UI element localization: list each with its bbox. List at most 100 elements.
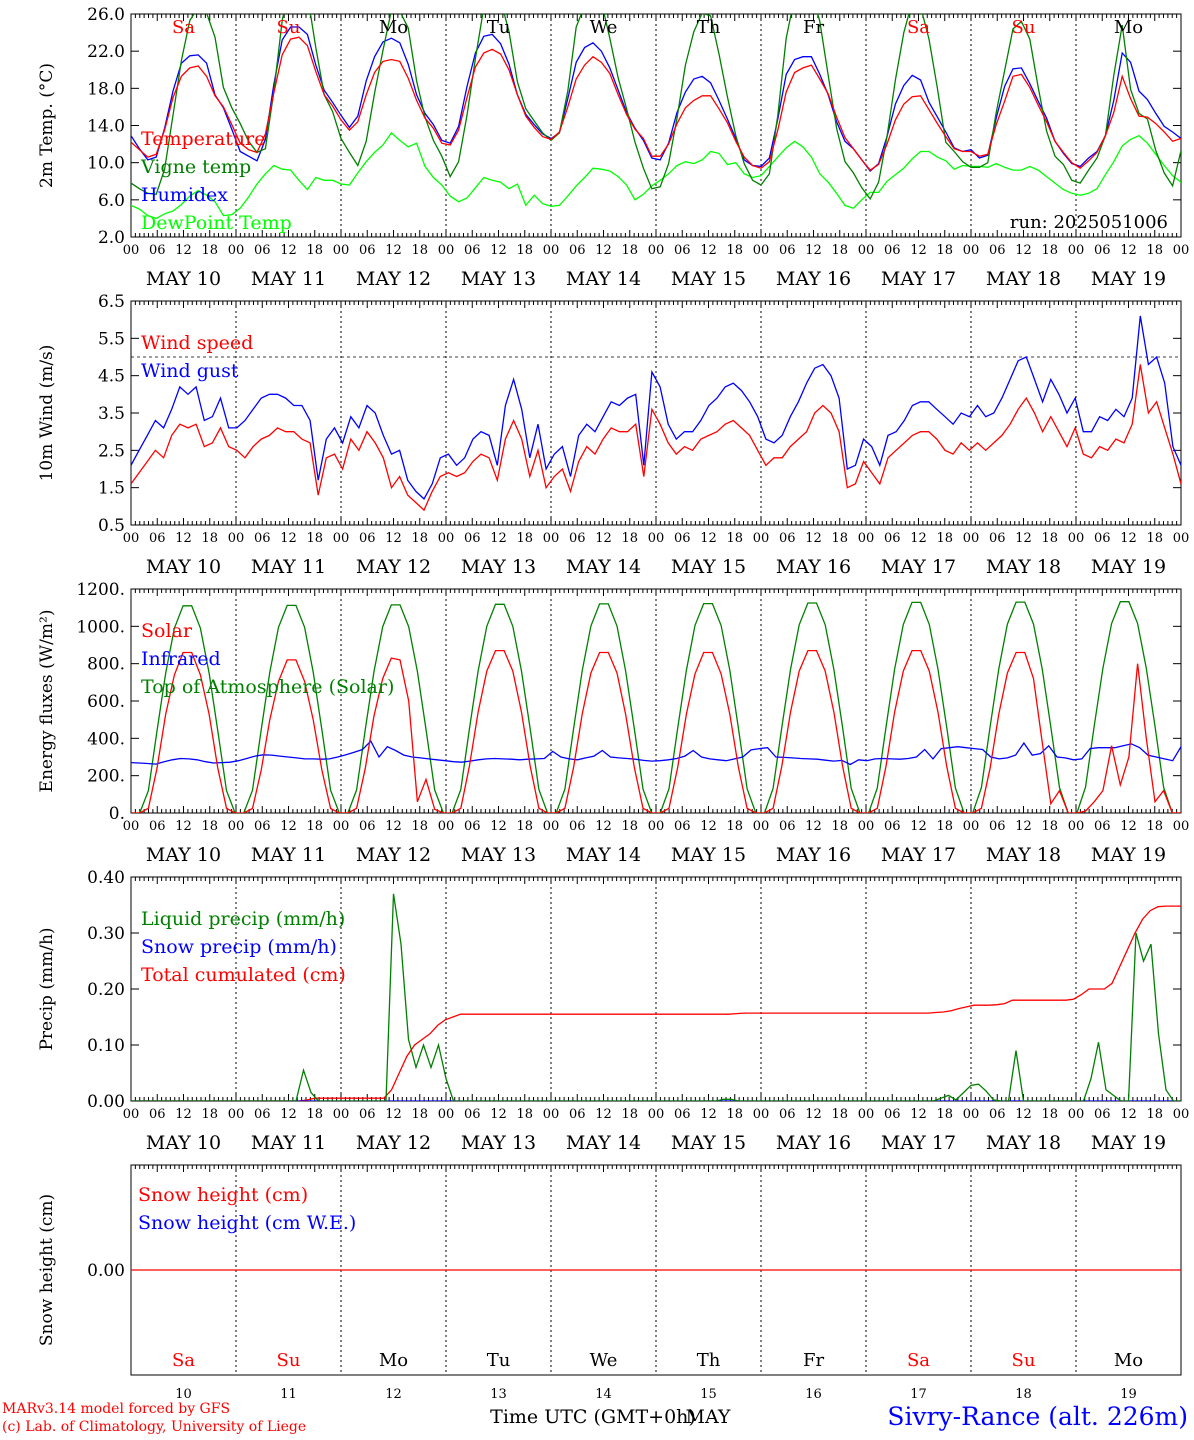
hour-label: 00: [123, 1107, 140, 1122]
weekday-label: Tu: [487, 1350, 511, 1371]
y-tick-label: 6.5: [98, 292, 125, 312]
date-label: MAY 19: [1091, 1132, 1166, 1154]
weekday-label: We: [590, 1350, 618, 1371]
date-label: MAY 18: [986, 556, 1061, 578]
hour-label: 12: [280, 819, 297, 834]
hour-label: 12: [1120, 243, 1137, 258]
date-label: MAY 16: [776, 268, 851, 290]
hour-label: 18: [1041, 819, 1058, 834]
hour-label: 00: [753, 819, 770, 834]
model-credit-line1: MARv3.14 model forced by GFS: [2, 1401, 231, 1417]
date-label: MAY 15: [671, 1132, 746, 1154]
date-label: MAY 18: [986, 1132, 1061, 1154]
date-label: MAY 10: [146, 1132, 221, 1154]
weekday-label: Mo: [379, 17, 408, 38]
hour-label: 06: [1094, 531, 1111, 546]
hour-label: 12: [385, 819, 402, 834]
weekday-label: Sa: [172, 1350, 195, 1371]
hour-label: 12: [700, 531, 717, 546]
date-label: MAY 11: [251, 1132, 326, 1154]
series-wind-gust: [131, 315, 1181, 500]
date-label: MAY 17: [881, 268, 956, 290]
hour-label: 18: [1041, 1107, 1058, 1122]
model-credit-line2: (c) Lab. of Climatology, University of L…: [2, 1419, 307, 1435]
hour-label: 00: [858, 243, 875, 258]
y-tick-label: 10.0: [87, 154, 125, 174]
legend-entry: Humidex: [141, 184, 228, 206]
hour-label: 00: [543, 1107, 560, 1122]
y-tick-label: 3.5: [98, 404, 125, 424]
hour-label: 06: [674, 243, 691, 258]
y-tick-label: 800.: [87, 655, 125, 675]
hour-label: 12: [595, 243, 612, 258]
hour-label: 18: [831, 819, 848, 834]
hour-label: 06: [359, 243, 376, 258]
hour-label: 12: [385, 531, 402, 546]
y-tick-label: 6.0: [98, 191, 125, 211]
series-vigne-temp: [131, 14, 1181, 201]
hour-label: 18: [831, 1107, 848, 1122]
legend-entry: Solar: [141, 620, 193, 642]
y-axis-label: 2m Temp. (°C): [37, 63, 57, 188]
date-label: MAY 10: [146, 268, 221, 290]
series-infrared: [131, 740, 1181, 766]
hour-label: 18: [726, 243, 743, 258]
date-label: MAY 12: [356, 844, 431, 866]
hour-label: 06: [464, 1107, 481, 1122]
hour-label: 18: [1146, 819, 1163, 834]
date-label: MAY 11: [251, 844, 326, 866]
y-axis-label: Snow height (cm): [37, 1194, 57, 1346]
hour-label: 12: [280, 1107, 297, 1122]
hour-label: 18: [516, 243, 533, 258]
hour-label: 06: [254, 531, 271, 546]
day-number: 10: [175, 1387, 192, 1402]
hour-label: 00: [228, 819, 245, 834]
hour-label: 12: [595, 531, 612, 546]
hour-label: 00: [543, 531, 560, 546]
hour-label: 12: [700, 819, 717, 834]
hour-label: 12: [805, 1107, 822, 1122]
legend-entry: Top of Atmosphere (Solar): [141, 676, 394, 698]
hour-label: 06: [569, 243, 586, 258]
hour-label: 18: [1146, 243, 1163, 258]
legend-entry: Wind gust: [141, 360, 239, 382]
legend-entry: Vigne temp: [140, 156, 251, 178]
y-tick-label: 22.0: [87, 42, 125, 62]
hour-label: 12: [1120, 1107, 1137, 1122]
y-tick-label: 0.20: [87, 980, 125, 1000]
run-label: run: 2025051006: [1010, 212, 1168, 233]
weekday-label: Fr: [803, 17, 824, 38]
hour-label: 12: [175, 531, 192, 546]
station-name: Sivry-Rance (alt. 226m): [887, 1402, 1188, 1431]
y-tick-label: 0.30: [87, 924, 125, 944]
hour-label: 12: [490, 1107, 507, 1122]
hour-label: 06: [1094, 819, 1111, 834]
hour-label: 18: [936, 243, 953, 258]
hour-label: 00: [123, 243, 140, 258]
series-top-of-atmosphere-solar: [131, 601, 1181, 813]
weekday-label: Mo: [1114, 17, 1143, 38]
hour-label: 18: [306, 1107, 323, 1122]
hour-label: 18: [936, 819, 953, 834]
hour-label: 06: [359, 1107, 376, 1122]
weekday-label: Th: [697, 1350, 721, 1371]
y-tick-label: 5.5: [98, 329, 125, 349]
hour-label: 00: [1068, 1107, 1085, 1122]
hour-label: 18: [201, 243, 218, 258]
panel-precip: 0.00 0.10 0.20 0.30 0.40 Precip (mm/h) Liquid …: [37, 868, 1189, 1154]
hour-label: 18: [411, 819, 428, 834]
hour-label: 12: [280, 243, 297, 258]
weekday-label: Fr: [803, 1350, 824, 1371]
hour-label: 06: [989, 243, 1006, 258]
y-tick-label: 2.5: [98, 441, 125, 461]
date-label: MAY 14: [566, 844, 641, 866]
date-label: MAY 18: [986, 268, 1061, 290]
day-number: 14: [595, 1387, 612, 1402]
panel-temperature: 2.0 6.0 10.0 14.0 18.0 22.0 26.0 2m Temp. (°C) T…: [37, 5, 1189, 290]
hour-label: 06: [779, 531, 796, 546]
hour-label: 18: [1041, 531, 1058, 546]
legend-entry: DewPoint Temp: [141, 212, 292, 234]
legend-entry: Total cumulated (cm): [141, 964, 346, 986]
date-label: MAY 12: [356, 268, 431, 290]
day-number: 11: [280, 1387, 297, 1402]
